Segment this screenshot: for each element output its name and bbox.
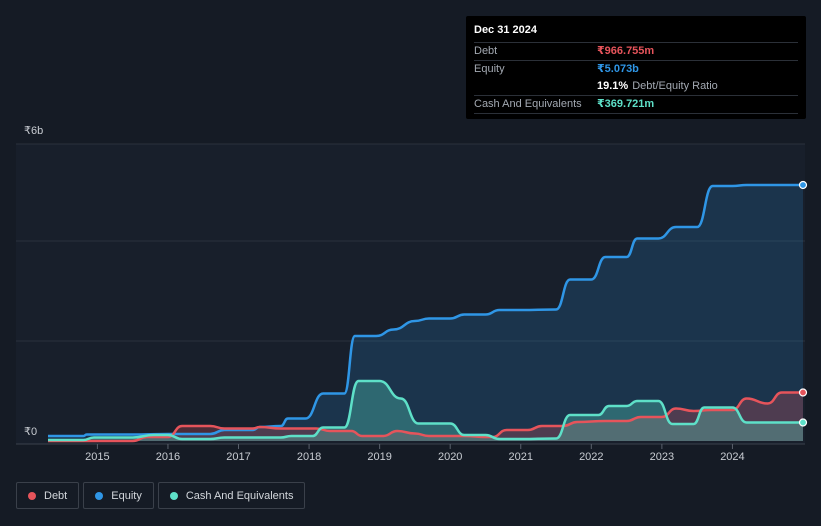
area-equity xyxy=(48,185,803,441)
legend-equity-label: Equity xyxy=(111,489,142,502)
line-debt xyxy=(48,391,803,443)
x-tick-label-2024: 2024 xyxy=(720,451,744,463)
x-tick-label-2023: 2023 xyxy=(650,451,674,463)
tooltip-row-ratio: 19.1% Debt/Equity Ratio xyxy=(474,78,798,95)
legend-cash-label: Cash And Equivalents xyxy=(185,489,294,502)
x-tick-label-2018: 2018 xyxy=(297,451,321,463)
tooltip-equity-value: ₹5.073b xyxy=(597,63,639,75)
x-tick-label-2017: 2017 xyxy=(226,451,250,463)
plot-background xyxy=(16,144,805,444)
tooltip-equity-label: Equity xyxy=(474,63,505,75)
tooltip-row-cash: Cash And Equivalents ₹369.721m xyxy=(474,95,798,114)
end-point-debt xyxy=(798,388,808,397)
legend-debt-dot-icon xyxy=(28,491,36,500)
tooltip-ratio-spacer xyxy=(474,78,597,95)
x-tick-label-2022: 2022 xyxy=(579,451,603,463)
legend-item-cash[interactable]: Cash And Equivalents xyxy=(157,482,306,509)
y-axis-top-label: ₹6b xyxy=(24,125,43,137)
legend-item-equity[interactable]: Equity xyxy=(83,482,154,509)
x-tick-label-2020: 2020 xyxy=(438,451,462,463)
gridlines xyxy=(16,143,805,342)
legend-debt-label: Debt xyxy=(44,489,68,502)
end-point-cash-and-equivalents xyxy=(798,418,808,427)
tooltip-ratio-label: Debt/Equity Ratio xyxy=(632,80,718,92)
series-lines xyxy=(48,183,803,443)
end-point-equity xyxy=(798,180,808,190)
x-tick-label-2016: 2016 xyxy=(156,451,180,463)
x-tick-label-2021: 2021 xyxy=(509,451,533,463)
x-axis: 2015 2016 2017 2018 2019 2020 2021 2022 2023 2024 xyxy=(16,443,805,463)
tooltip-debt-value: ₹966.755m xyxy=(597,45,655,57)
chart-legend: Debt Equity Cash And Equivalents xyxy=(16,482,306,509)
tooltip-date: Dec 31 2024 xyxy=(474,24,537,36)
area-cash-and-equivalents xyxy=(48,381,803,441)
tooltip-cash-label: Cash And Equivalents xyxy=(474,98,582,110)
legend-equity-dot-icon xyxy=(95,491,104,500)
y-axis-bottom-label: ₹0 xyxy=(24,426,37,438)
line-cash-and-equivalents xyxy=(48,379,803,442)
tooltip-debt-label: Debt xyxy=(474,45,498,57)
legend-item-debt[interactable]: Debt xyxy=(16,482,80,509)
tooltip-ratio-value: 19.1% xyxy=(597,80,629,92)
line-equity xyxy=(48,183,803,438)
tooltip-row-equity: Equity ₹5.073b xyxy=(474,60,798,78)
tooltip-row-debt: Debt ₹966.755m xyxy=(474,42,798,60)
tooltip-cash-value: ₹369.721m xyxy=(597,98,655,110)
x-tick-label-2015: 2015 xyxy=(85,451,109,463)
legend-cash-dot-icon xyxy=(169,491,178,500)
x-tick-label-2019: 2019 xyxy=(367,451,391,463)
series-end-dots xyxy=(798,180,808,427)
tooltip-panel: Dec 31 2024 Debt ₹966.755m Equity ₹5.073… xyxy=(466,16,806,119)
